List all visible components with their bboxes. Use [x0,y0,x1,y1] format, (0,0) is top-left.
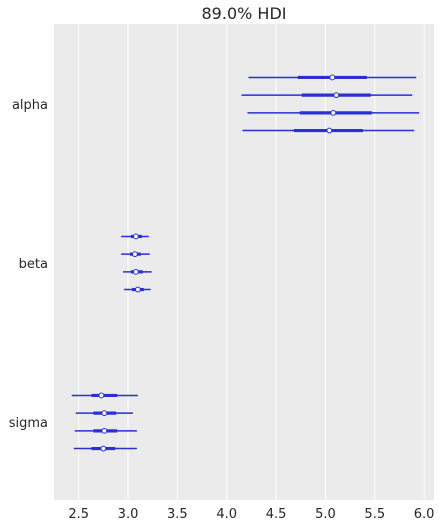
median-point [329,74,336,81]
median-point [133,268,139,275]
chain-alpha-1 [241,92,413,99]
x-tick-label-6: 5.5 [364,507,385,522]
hdi-marks [71,74,420,452]
y-label-sigma: sigma [9,416,48,431]
median-point [134,286,141,293]
x-tick-label-4: 4.5 [266,507,287,522]
median-point [132,251,138,258]
median-point [326,127,333,134]
x-tick-label-7: 6.0 [414,507,435,522]
grid-lines [78,24,425,500]
chain-sigma-2 [74,427,137,434]
chain-alpha-0 [248,74,417,81]
chain-sigma-1 [75,410,133,417]
chain-alpha-2 [247,109,420,116]
chain-alpha-3 [242,127,415,134]
chart-title: 89.0% HDI [202,4,287,23]
x-tick-label-3: 4.0 [216,507,237,522]
y-variable-labels: alpha beta sigma [9,98,48,431]
x-tick-label-1: 3.0 [118,507,139,522]
chain-sigma-3 [73,445,137,452]
chain-beta-3 [124,286,151,293]
x-tick-label-5: 5.0 [315,507,336,522]
median-point [100,445,107,452]
median-point [330,109,337,116]
median-point [98,392,105,399]
median-point [333,92,340,99]
y-label-alpha: alpha [12,98,48,113]
chain-beta-1 [121,251,150,258]
median-point [133,233,139,240]
y-label-beta: beta [19,257,48,272]
x-tick-label-2: 3.5 [167,507,188,522]
median-point [101,427,108,434]
x-tick-labels: 2.5 3.0 3.5 4.0 4.5 5.0 5.5 6.0 [68,507,434,522]
chain-sigma-0 [71,392,138,399]
x-tick-label-0: 2.5 [68,507,89,522]
plot-area [54,24,434,500]
chain-beta-0 [121,233,149,240]
median-point [101,410,108,417]
chain-beta-2 [123,268,152,275]
